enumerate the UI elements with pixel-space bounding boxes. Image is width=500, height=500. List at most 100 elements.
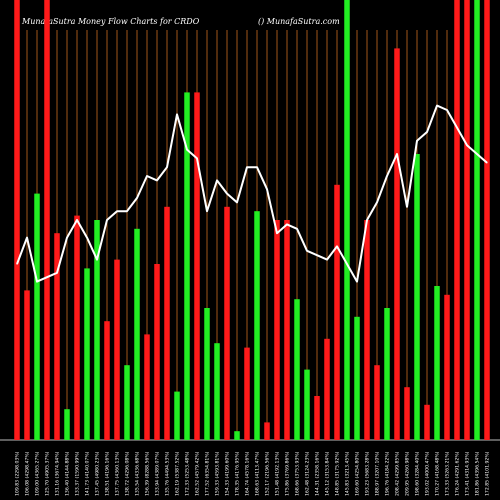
line-point — [316, 254, 318, 256]
x-tick-label: 133.94 (4389.07%) — [155, 451, 161, 496]
x-tick-label: 169.60 (4254.80%) — [355, 451, 361, 496]
x-tick-label: 138.72 (4296.08%) — [125, 451, 131, 496]
x-tick-label: 125.70 (4905.37%) — [45, 451, 51, 496]
line-point — [256, 166, 258, 168]
x-tick-label: 173.33 (5263.21%) — [445, 451, 451, 496]
bar — [464, 0, 470, 440]
bar — [274, 220, 280, 440]
bar — [404, 387, 410, 440]
bar — [204, 308, 210, 440]
x-tick-label: 106.08 (4298.47%) — [25, 451, 31, 496]
bar — [474, 0, 480, 440]
x-tick-label: 172.33 (5253.48%) — [185, 451, 191, 496]
line-point — [136, 197, 138, 199]
line-point — [416, 140, 418, 142]
line-point — [346, 263, 348, 265]
x-tick-label: 135.54 (4336.68%) — [135, 451, 141, 496]
line-point — [486, 162, 488, 164]
x-tick-label: 131.16 (3674.94%) — [55, 451, 61, 496]
line-point — [46, 276, 48, 278]
bar — [184, 92, 190, 441]
x-tick-label: 144.31 (2358.16%) — [315, 451, 321, 496]
bar — [94, 220, 100, 440]
bar-series — [14, 0, 490, 441]
line-point — [336, 245, 338, 247]
bar — [424, 404, 430, 440]
bar — [54, 233, 60, 440]
x-tick-label: 156.39 (8288.56%) — [145, 451, 151, 496]
line-series — [16, 104, 488, 283]
line-point — [456, 127, 458, 129]
line-point — [206, 210, 208, 212]
bar — [344, 0, 350, 440]
line-point — [116, 210, 118, 212]
bar — [454, 0, 460, 440]
bar — [114, 259, 120, 440]
bar — [264, 422, 270, 440]
line-point — [36, 281, 38, 283]
bar — [354, 316, 360, 440]
line-point — [466, 144, 468, 146]
bar — [364, 220, 370, 440]
line-point — [306, 250, 308, 252]
x-tick-label: 162.48 (3124.23%) — [305, 451, 311, 496]
line-point — [86, 237, 88, 239]
line-point — [396, 153, 398, 155]
bar — [154, 264, 160, 440]
bar — [384, 308, 390, 440]
x-tick-label: 181.86 (4396.54%) — [475, 451, 481, 496]
line-point — [426, 131, 428, 133]
x-tick-label: 176.24 (4291.62%) — [455, 451, 461, 496]
x-tick-label: 162.52 (4579.42%) — [195, 451, 201, 496]
bar — [144, 334, 150, 440]
line-point — [76, 219, 78, 221]
bar — [444, 294, 450, 440]
line-point — [146, 175, 148, 177]
line-point — [176, 113, 178, 115]
line-point — [56, 272, 58, 274]
x-tick-label: 170.27 (4168.48%) — [435, 451, 441, 496]
x-tick-label: 168.66 (3753.93%) — [295, 451, 301, 496]
line-point — [276, 232, 278, 234]
line-point — [386, 175, 388, 177]
line-point — [286, 223, 288, 225]
bar — [34, 193, 40, 440]
x-tick-label: 164.74 (4578.16%) — [245, 451, 251, 496]
line-point — [106, 219, 108, 221]
x-tick-label: 168.63 (4113.47%) — [255, 451, 261, 496]
bar — [244, 347, 250, 440]
line-point — [226, 193, 228, 195]
x-tick-label: 137.75 (4360.13%) — [115, 451, 121, 496]
bar — [324, 338, 330, 440]
x-tick-label: 152.17 (2196.56%) — [265, 451, 271, 496]
bar — [104, 321, 110, 440]
line-point — [126, 210, 128, 212]
bar — [134, 228, 140, 440]
line-point — [236, 201, 238, 203]
x-tick-label: 109.83 (2298.03%) — [15, 451, 21, 496]
x-tick-label: 172.85 (4101.92%) — [485, 451, 491, 496]
x-tick-label: 196.76 (4184.22%) — [385, 451, 391, 496]
line-point — [156, 179, 158, 181]
x-tick-label: 178.35 (4176.95%) — [235, 451, 241, 496]
bar — [44, 0, 50, 440]
bar — [24, 290, 30, 440]
x-tick-label: 193.02 (4000.47%) — [425, 451, 431, 496]
bar — [394, 48, 400, 441]
line-point — [406, 206, 408, 208]
bar — [254, 211, 260, 440]
x-tick-label: 141.73 (4140.07%) — [85, 451, 91, 496]
bar — [164, 206, 170, 440]
x-tick-label: 208.42 (4299.85%) — [395, 451, 401, 496]
line-point — [246, 166, 248, 168]
bar — [234, 431, 240, 440]
x-tick-label: 198.60 (3284.40%) — [415, 451, 421, 496]
line-point — [376, 201, 378, 203]
site-credit: () MunafaSutra.com — [258, 17, 340, 26]
line-point — [266, 188, 268, 190]
x-tick-label: 209.95 (4260.98%) — [405, 451, 411, 496]
bar — [294, 299, 300, 440]
x-tick-label: 148.85 (3175.92%) — [335, 451, 341, 496]
x-tick-label: 193.23 (5683.28%) — [365, 451, 371, 496]
